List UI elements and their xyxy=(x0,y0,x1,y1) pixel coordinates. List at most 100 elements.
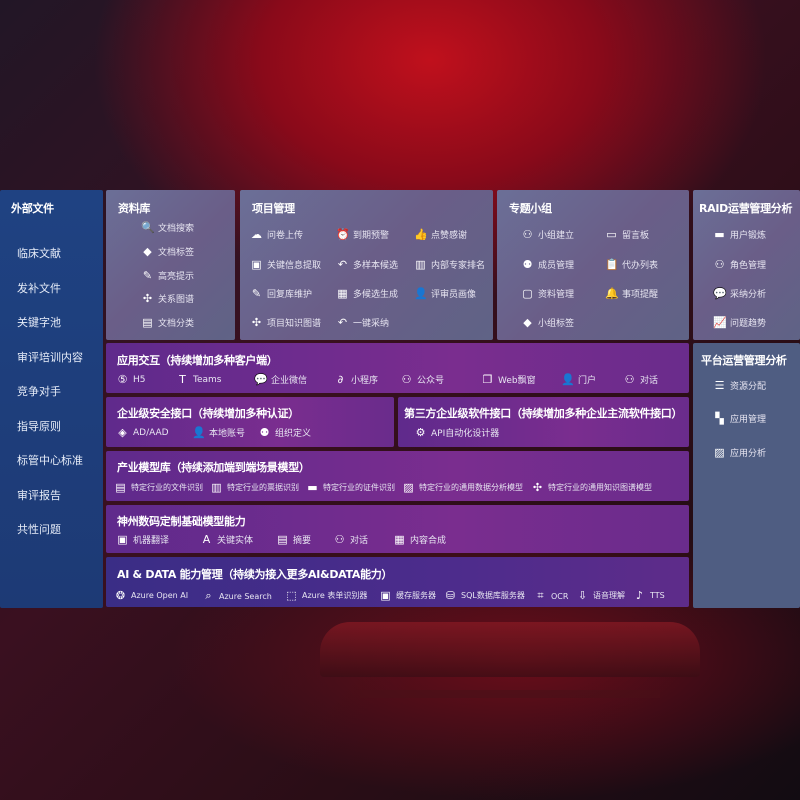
item-7[interactable]: ✎ 回复库维护 xyxy=(250,287,312,300)
item-5[interactable]: ✣ 特定行业的通用知识图谱模型 xyxy=(531,481,652,494)
item-label: AD/AAD xyxy=(133,427,169,438)
panel-title: 产业模型库（持续添加端到端场景模型） xyxy=(117,461,310,474)
item-2[interactable]: A 关键实体 xyxy=(200,533,253,546)
item-8[interactable]: ♪ TTS xyxy=(633,589,665,602)
item-3[interactable]: 👍 点赞感谢 xyxy=(414,228,467,241)
item-3[interactable]: ▤ 摘要 xyxy=(276,533,311,546)
item-2[interactable]: T Teams xyxy=(176,373,221,386)
ad-icon: ◈ xyxy=(118,426,127,439)
item-label: 文档分类 xyxy=(158,319,195,329)
item-4[interactable]: ⚇ 对话 xyxy=(333,533,368,546)
item-4[interactable]: ▨ 特定行业的通用数据分析模型 xyxy=(402,481,523,494)
item-4[interactable]: ▣ 关键信息提取 xyxy=(250,258,321,271)
item-3[interactable]: ⚉ 组织定义 xyxy=(258,426,311,439)
item-1[interactable]: ▤ 特定行业的文件识别 xyxy=(114,481,203,494)
item-5[interactable]: ⚇ 公众号 xyxy=(400,373,444,386)
item-1[interactable]: ☰ 资源分配 xyxy=(713,379,766,392)
item-1[interactable]: ▣ 机器翻译 xyxy=(116,533,169,546)
sidebar-item[interactable]: 发补文件 xyxy=(17,281,61,295)
item-label: Teams xyxy=(193,374,222,385)
item-5[interactable]: ▦ 内容合成 xyxy=(393,533,446,546)
item-1[interactable]: ◈ AD/AAD xyxy=(116,426,169,439)
item-1[interactable]: ⚇ 小组建立 xyxy=(521,228,574,241)
item-7[interactable]: ◆ 小组标签 xyxy=(521,316,574,329)
item-4[interactable]: 📈 问题趋势 xyxy=(713,316,766,329)
group-panel: 专题小组 ⚇ 小组建立 ▭ 留言板 ⚉ 成员管理 📋 代办列表 ▢ 资料管理 🔔 事项提醒 ◆ 小组标签 xyxy=(497,190,689,340)
wecom-icon: 💬 xyxy=(254,373,268,386)
item-10[interactable]: ✣ 项目知识图谱 xyxy=(250,316,321,329)
org-icon: ⚉ xyxy=(259,426,270,439)
item-label: 项目知识图谱 xyxy=(267,319,322,329)
item-6[interactable]: ▥ 内部专家排名 xyxy=(414,258,485,271)
users-icon: ⚇ xyxy=(522,228,533,241)
sidebar-item[interactable]: 竞争对手 xyxy=(17,385,61,398)
item-3[interactable]: ⬚ Azure 表单识别器 xyxy=(285,589,367,602)
item-9[interactable]: 👤 评审员画像 xyxy=(414,287,476,300)
ranking-icon: ▥ xyxy=(415,258,426,271)
item-3[interactable]: ✎ 高亮提示 xyxy=(141,269,194,282)
item-2[interactable]: ⌕ Azure Search xyxy=(202,589,271,603)
item-3[interactable]: ▨ 应用分析 xyxy=(713,446,766,459)
item-5[interactable]: ⛁ SQL数据库服务器 xyxy=(444,589,525,602)
sidebar-item[interactable]: 标管中心标准 xyxy=(17,454,83,467)
item-2[interactable]: ▭ 留言板 xyxy=(605,228,649,241)
entity-icon: A xyxy=(202,533,211,546)
item-2[interactable]: ▚ 应用管理 xyxy=(713,412,766,425)
item-5[interactable]: ▤ 文档分类 xyxy=(141,316,194,329)
item-7[interactable]: ⇩ 语音理解 xyxy=(576,589,625,602)
item-1[interactable]: ⑤ H5 xyxy=(116,373,146,386)
reply-icon: ↶ xyxy=(337,258,348,271)
sidebar-item[interactable]: 指导原则 xyxy=(17,419,61,433)
item-label: Azure 表单识别器 xyxy=(302,591,368,600)
item-label: 角色管理 xyxy=(730,261,767,271)
cache-icon: ▣ xyxy=(380,589,391,602)
item-6[interactable]: 🔔 事项提醒 xyxy=(605,287,658,300)
item-3[interactable]: ⚉ 成员管理 xyxy=(521,258,574,271)
sidebar-item[interactable]: 共性问题 xyxy=(17,523,61,536)
item-label: 高亮提示 xyxy=(158,272,195,282)
folder-icon: ▢ xyxy=(522,287,533,300)
item-1[interactable]: ☁ 问卷上传 xyxy=(250,228,303,241)
bell-icon: 🔔 xyxy=(605,287,619,300)
alarm-icon: ⏰ xyxy=(336,228,350,241)
item-2[interactable]: ▥ 特定行业的票据识别 xyxy=(210,481,299,494)
item-label: 小组建立 xyxy=(538,231,575,241)
item-6[interactable]: ❐ Web飘窗 xyxy=(481,373,536,386)
sidebar-item[interactable]: 审评培训内容 xyxy=(17,350,83,364)
sidebar-item[interactable]: 关键字池 xyxy=(17,316,61,329)
sidebar-item[interactable]: 审评报告 xyxy=(17,488,61,502)
item-4[interactable]: ✣ 关系图谱 xyxy=(141,292,194,305)
item-label: 机器翻译 xyxy=(133,536,170,546)
item-3[interactable]: 💬 企业微信 xyxy=(254,373,307,386)
item-1[interactable]: 🔍 文档搜索 xyxy=(141,221,194,234)
item-4[interactable]: 📋 代办列表 xyxy=(605,258,658,271)
item-4[interactable]: ▣ 缓存服务器 xyxy=(379,589,436,602)
portal-icon: 👤 xyxy=(561,373,575,386)
item-5[interactable]: ▢ 资料管理 xyxy=(521,287,574,300)
translate-icon: ▣ xyxy=(117,533,128,546)
miniprogram-icon: ∂ xyxy=(337,373,344,386)
base-models-panel: 神州数码定制基础模型能力 ▣ 机器翻译 A 关键实体 ▤ 摘要 ⚇ 对话 ▦ 内容合成 xyxy=(106,505,689,553)
item-1[interactable]: ▬ 用户锻炼 xyxy=(713,228,766,241)
item-2[interactable]: 👤 本地账号 xyxy=(192,426,245,439)
item-8[interactable]: ⚇ 对话 xyxy=(623,373,658,386)
item-2[interactable]: ⚇ 角色管理 xyxy=(713,258,766,271)
panel-title: 专题小组 xyxy=(509,202,552,215)
item-11[interactable]: ↶ 一键采纳 xyxy=(336,316,389,329)
sidebar-item[interactable]: 临床文献 xyxy=(17,247,61,260)
item-2[interactable]: ◆ 文档标签 xyxy=(141,245,194,258)
item-1[interactable]: ⚙ API自动化设计器 xyxy=(414,426,500,439)
item-label: 对话 xyxy=(640,376,659,386)
item-3[interactable]: 💬 采纳分析 xyxy=(713,287,766,300)
item-2[interactable]: ⏰ 到期预警 xyxy=(336,228,389,241)
item-4[interactable]: ∂ 小程序 xyxy=(334,373,378,386)
item-label: 资料管理 xyxy=(538,290,575,300)
item-6[interactable]: ⌗ OCR xyxy=(534,589,568,603)
item-label: 特定行业的通用数据分析模型 xyxy=(419,483,523,492)
item-1[interactable]: ❂ Azure Open AI xyxy=(114,589,188,602)
item-3[interactable]: ▬ 特定行业的证件识别 xyxy=(306,481,395,494)
item-7[interactable]: 👤 门户 xyxy=(561,373,596,386)
item-label: 点赞感谢 xyxy=(431,231,468,241)
item-5[interactable]: ↶ 多样本候选 xyxy=(336,258,398,271)
item-8[interactable]: ▦ 多候选生成 xyxy=(336,287,398,300)
